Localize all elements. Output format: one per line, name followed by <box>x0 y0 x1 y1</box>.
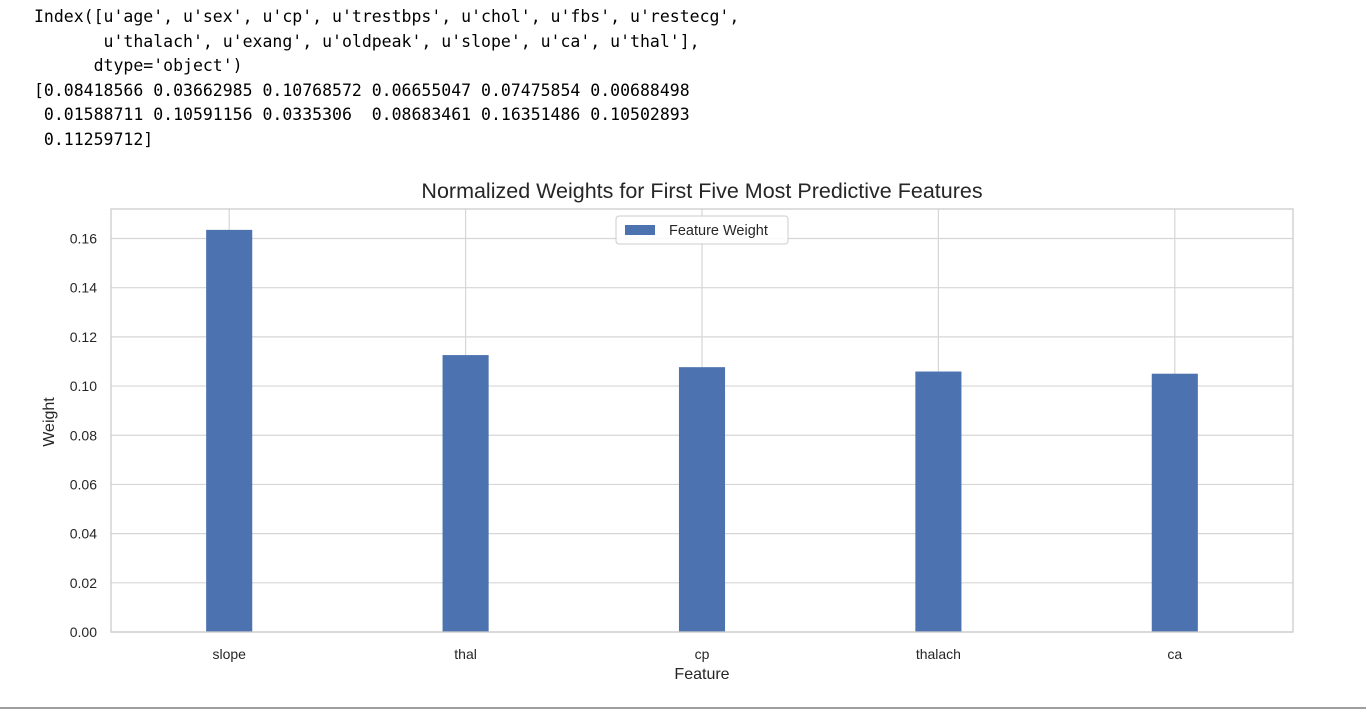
y-tick-label: 0.16 <box>70 231 97 247</box>
stdout-line-2: u'thalach', u'exang', u'oldpeak', u'slop… <box>34 31 700 51</box>
legend-label: Feature Weight <box>669 223 768 239</box>
x-tick-labels: slope thal cp thalach ca <box>212 646 1182 662</box>
y-tick-label: 0.12 <box>70 329 97 345</box>
legend-swatch <box>625 225 655 235</box>
y-axis-label: Weight <box>41 397 58 447</box>
y-tick-label: 0.04 <box>70 526 97 542</box>
bar-cp <box>678 367 726 632</box>
y-tick-label: 0.06 <box>70 476 97 492</box>
bar-chart-svg: Normalized Weights for First Five Most P… <box>41 179 1294 683</box>
x-tick-label: thal <box>454 646 477 662</box>
y-tick-label: 0.02 <box>70 575 97 591</box>
y-tick-label: 0.14 <box>70 280 97 296</box>
stdout-line-1: Index([u'age', u'sex', u'cp', u'trestbps… <box>34 7 740 26</box>
bar-chart: Normalized Weights for First Five Most P… <box>0 168 1366 688</box>
stdout-line-4: [0.08418566 0.03662985 0.10768572 0.0665… <box>34 80 690 100</box>
y-tick-label: 0.10 <box>70 378 97 394</box>
stdout-line-6: 0.11259712] <box>34 129 154 149</box>
legend: Feature Weight <box>615 215 789 245</box>
x-axis-label: Feature <box>674 666 729 683</box>
chart-title: Normalized Weights for First Five Most P… <box>421 179 982 203</box>
x-tick-label: cp <box>695 646 710 662</box>
bar-ca <box>1151 373 1198 632</box>
bar-thal <box>442 355 489 632</box>
x-tick-label: thalach <box>916 646 961 662</box>
stdout-line-5: 0.01588711 0.10591156 0.0335306 0.086834… <box>34 105 690 124</box>
stdout-line-3: dtype='object') <box>34 56 243 75</box>
stdout-text: Index([u'age', u'sex', u'cp', u'trestbps… <box>34 5 739 152</box>
y-tick-label: 0.00 <box>70 624 97 640</box>
bar-slope <box>206 229 253 632</box>
cell-bottom-divider <box>0 707 1366 709</box>
plot-frame <box>110 208 1294 633</box>
y-tick-label: 0.08 <box>70 427 97 443</box>
legend-frame <box>615 215 789 245</box>
bars <box>206 229 1198 632</box>
bar-thalach <box>915 371 962 632</box>
y-tick-labels: 0.00 0.02 0.04 0.06 0.08 0.10 0.12 0.14 0.16 <box>70 231 97 640</box>
x-tick-label: slope <box>212 646 246 662</box>
x-tick-label: ca <box>1167 646 1182 662</box>
